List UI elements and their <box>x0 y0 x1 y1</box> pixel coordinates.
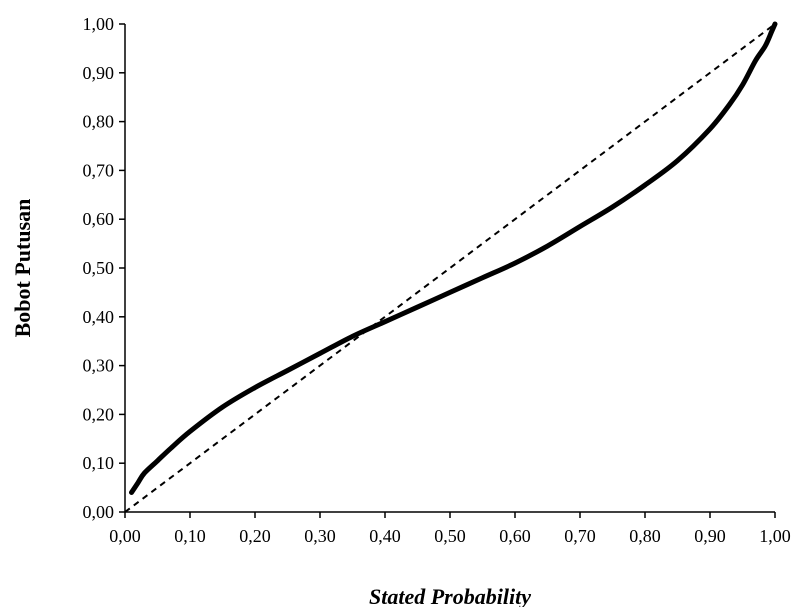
x-tick-label: 0,10 <box>174 526 206 546</box>
decision-weight-curve <box>129 21 778 495</box>
y-tick-label: 0,40 <box>83 307 115 327</box>
x-axis-ticks: 0,00 0,10 0,20 0,30 0,40 0,50 0,60 0,70 0,80 0,90… <box>109 512 791 546</box>
x-tick-label: 0,50 <box>434 526 466 546</box>
y-tick-label: 1,00 <box>83 14 115 34</box>
y-tick-label: 0,10 <box>83 453 115 473</box>
x-tick-label: 0,70 <box>564 526 596 546</box>
y-tick-label: 0,60 <box>83 209 115 229</box>
y-axis-ticks: 0,00 0,10 0,20 0,30 0,40 0,50 0,60 0,70 0,80 0,90… <box>83 14 125 522</box>
y-tick-label: 0,50 <box>83 258 115 278</box>
y-tick-label: 0,20 <box>83 404 115 424</box>
x-tick-label: 0,30 <box>304 526 336 546</box>
x-tick-label: 1,00 <box>759 526 791 546</box>
y-tick-label: 0,70 <box>83 160 115 180</box>
x-tick-label: 0,80 <box>629 526 661 546</box>
x-axis-label: Stated Probability <box>369 584 531 607</box>
y-tick-label: 0,90 <box>83 63 115 83</box>
y-axis-label: Bobot Putusan <box>10 199 35 338</box>
x-tick-label: 0,40 <box>369 526 401 546</box>
x-tick-label: 0,60 <box>499 526 531 546</box>
x-tick-label: 0,00 <box>109 526 141 546</box>
y-tick-label: 0,00 <box>83 502 115 522</box>
x-tick-label: 0,20 <box>239 526 271 546</box>
reference-diagonal-line <box>124 23 776 513</box>
y-tick-label: 0,80 <box>83 112 115 132</box>
plot-area <box>124 21 778 513</box>
y-tick-label: 0,30 <box>83 356 115 376</box>
x-tick-label: 0,90 <box>694 526 726 546</box>
